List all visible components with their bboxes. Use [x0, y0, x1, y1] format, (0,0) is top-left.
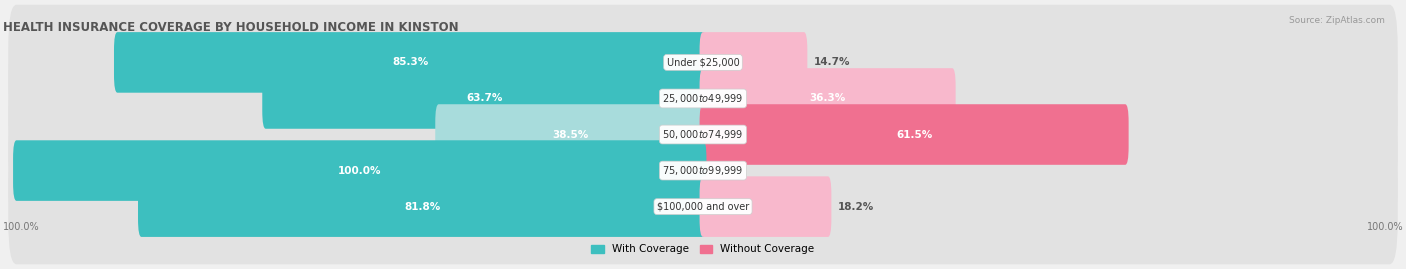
- FancyBboxPatch shape: [138, 176, 706, 237]
- Text: $75,000 to $99,999: $75,000 to $99,999: [662, 164, 744, 177]
- Text: $25,000 to $49,999: $25,000 to $49,999: [662, 92, 744, 105]
- Text: 81.8%: 81.8%: [404, 202, 440, 212]
- FancyBboxPatch shape: [700, 68, 956, 129]
- Text: HEALTH INSURANCE COVERAGE BY HOUSEHOLD INCOME IN KINSTON: HEALTH INSURANCE COVERAGE BY HOUSEHOLD I…: [3, 21, 458, 34]
- Text: 18.2%: 18.2%: [838, 202, 875, 212]
- Text: $50,000 to $74,999: $50,000 to $74,999: [662, 128, 744, 141]
- Text: 0.0%: 0.0%: [713, 166, 740, 176]
- Text: 100.0%: 100.0%: [3, 222, 39, 232]
- Text: 100.0%: 100.0%: [337, 166, 381, 176]
- FancyBboxPatch shape: [8, 77, 1398, 192]
- FancyBboxPatch shape: [8, 5, 1398, 120]
- Text: 61.5%: 61.5%: [896, 129, 932, 140]
- FancyBboxPatch shape: [700, 176, 831, 237]
- Text: 14.7%: 14.7%: [814, 57, 851, 68]
- FancyBboxPatch shape: [700, 104, 1129, 165]
- Text: 38.5%: 38.5%: [553, 129, 589, 140]
- FancyBboxPatch shape: [8, 41, 1398, 156]
- FancyBboxPatch shape: [263, 68, 706, 129]
- Text: 85.3%: 85.3%: [392, 57, 429, 68]
- FancyBboxPatch shape: [436, 104, 706, 165]
- Text: 100.0%: 100.0%: [1367, 222, 1403, 232]
- FancyBboxPatch shape: [8, 149, 1398, 264]
- FancyBboxPatch shape: [8, 113, 1398, 228]
- Text: Source: ZipAtlas.com: Source: ZipAtlas.com: [1289, 16, 1385, 25]
- FancyBboxPatch shape: [114, 32, 706, 93]
- Text: Under $25,000: Under $25,000: [666, 57, 740, 68]
- Text: 63.7%: 63.7%: [467, 93, 502, 104]
- FancyBboxPatch shape: [13, 140, 706, 201]
- Text: 36.3%: 36.3%: [810, 93, 846, 104]
- Text: $100,000 and over: $100,000 and over: [657, 202, 749, 212]
- Legend: With Coverage, Without Coverage: With Coverage, Without Coverage: [588, 240, 818, 259]
- FancyBboxPatch shape: [700, 32, 807, 93]
